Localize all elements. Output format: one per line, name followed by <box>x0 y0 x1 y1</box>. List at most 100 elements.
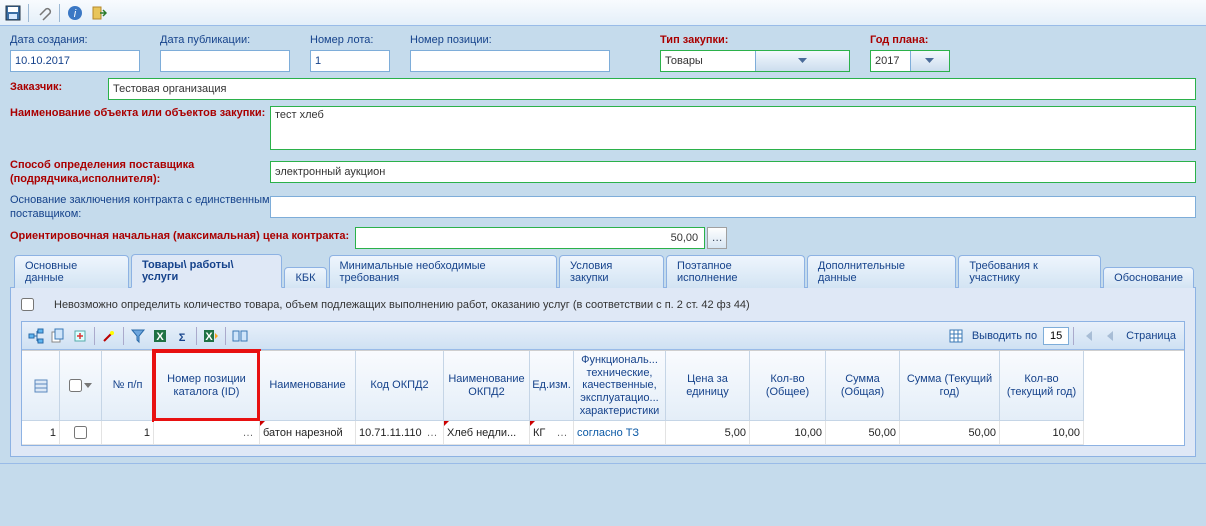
col-name[interactable]: Наименование <box>260 351 356 421</box>
pub-date-label: Дата публикации: <box>160 34 290 46</box>
form-panel: Дата создания: Дата публикации: Номер ло… <box>0 26 1206 464</box>
attach-icon[interactable] <box>35 4 53 22</box>
page-size-input[interactable] <box>1043 327 1069 345</box>
price-label: Ориентировочная начальная (максимальная)… <box>10 230 349 242</box>
col-checkbox[interactable] <box>60 351 102 421</box>
info-icon[interactable]: i <box>66 4 84 22</box>
select-all-checkbox[interactable] <box>69 379 82 392</box>
add-icon[interactable] <box>70 326 90 346</box>
cell-name[interactable]: батон нарезной <box>260 421 356 445</box>
year-select[interactable]: 2017 <box>870 50 950 72</box>
grid-separator <box>123 327 124 345</box>
supplier-method-label: Способ определения поставщика (подрядчик… <box>10 158 270 187</box>
impossible-qty-checkbox[interactable] <box>21 298 34 311</box>
col-unit-price[interactable]: Цена за единицу <box>666 351 750 421</box>
col-okpd2-code[interactable]: Код ОКПД2 <box>356 351 444 421</box>
tab-participant-reqs[interactable]: Требования к участнику <box>958 255 1101 288</box>
cell-qty-year[interactable]: 10,00 <box>1000 421 1084 445</box>
main-toolbar: i <box>0 0 1206 26</box>
row-checkbox-cell[interactable] <box>60 421 102 445</box>
col-catalog-id-label: Номер позиции каталога (ID) <box>157 373 256 398</box>
customer-input[interactable] <box>108 78 1196 100</box>
pos-no-input[interactable] <box>410 50 610 72</box>
toolbar-separator <box>59 4 60 22</box>
tab-additional-data[interactable]: Дополнительные данные <box>807 255 956 288</box>
cell-npp[interactable]: 1 <box>102 421 154 445</box>
cell-unit-value: КГ <box>533 427 545 439</box>
customer-label: Заказчик: <box>10 81 108 93</box>
cell-okpd2-code[interactable]: 10.71.11.110… <box>356 421 444 445</box>
lookup-button[interactable]: … <box>424 425 440 441</box>
chevron-down-icon[interactable] <box>755 51 850 71</box>
col-npp[interactable]: № п/п <box>102 351 154 421</box>
row-index: 1 <box>22 421 60 445</box>
excel-export-icon[interactable]: X <box>150 326 170 346</box>
tab-purchase-conditions[interactable]: Условия закупки <box>559 255 664 288</box>
grid-separator <box>196 327 197 345</box>
col-catalog-id[interactable]: Номер позиции каталога (ID) <box>154 351 260 421</box>
tab-content: Невозможно определить количество товара,… <box>10 287 1196 457</box>
col-sum-total[interactable]: Сумма (Общая) <box>826 351 900 421</box>
page-label: Страница <box>1126 330 1176 342</box>
grid-toolbar: X Σ X Выводить по Страница <box>22 322 1184 350</box>
tab-justification[interactable]: Обоснование <box>1103 267 1194 288</box>
cell-sum-year[interactable]: 50,00 <box>900 421 1000 445</box>
lookup-button[interactable]: … <box>554 425 570 441</box>
save-icon[interactable] <box>4 4 22 22</box>
price-lookup-button[interactable]: … <box>707 227 727 249</box>
grid-separator <box>1073 327 1074 345</box>
col-selector[interactable] <box>22 351 60 421</box>
price-input[interactable] <box>355 227 705 249</box>
prev-page-icon[interactable] <box>1100 326 1120 346</box>
grid-separator <box>94 327 95 345</box>
cell-qty-total[interactable]: 10,00 <box>750 421 826 445</box>
chevron-down-icon[interactable] <box>910 51 950 71</box>
tab-main-data[interactable]: Основные данные <box>14 255 129 288</box>
data-grid: № п/п Номер позиции каталога (ID) Наимен… <box>22 350 1184 445</box>
type-select[interactable]: Товары <box>660 50 850 72</box>
pub-date-input[interactable] <box>160 50 290 72</box>
col-okpd2-name[interactable]: Наименование ОКПД2 <box>444 351 530 421</box>
cell-catalog-id[interactable]: … <box>154 421 260 445</box>
col-unit[interactable]: Ед.изм. <box>530 351 574 421</box>
filter-icon[interactable] <box>128 326 148 346</box>
cell-sum-total[interactable]: 50,00 <box>826 421 900 445</box>
row-checkbox[interactable] <box>74 426 87 439</box>
col-sum-year[interactable]: Сумма (Текущий год) <box>900 351 1000 421</box>
exit-icon[interactable] <box>90 4 108 22</box>
wizard-icon[interactable] <box>99 326 119 346</box>
tab-staged-execution[interactable]: Поэтапное исполнение <box>666 255 805 288</box>
detail-icon[interactable] <box>230 326 250 346</box>
impossible-qty-label: Невозможно определить количество товара,… <box>54 299 750 311</box>
excel-import-icon[interactable]: X <box>201 326 221 346</box>
tab-min-requirements[interactable]: Минимальные необходимые требования <box>329 255 558 288</box>
col-func-char[interactable]: Функциональ... технические, качественные… <box>574 351 666 421</box>
toolbar-separator <box>28 4 29 22</box>
lookup-button[interactable]: … <box>240 425 256 441</box>
single-basis-input[interactable] <box>270 196 1196 218</box>
copy-icon[interactable] <box>48 326 68 346</box>
type-label: Тип закупки: <box>660 34 850 46</box>
tab-kbk[interactable]: КБК <box>284 267 326 288</box>
creation-date-input[interactable] <box>10 50 140 72</box>
cell-okpd2-name[interactable]: Хлеб недли... <box>444 421 530 445</box>
cell-func-char[interactable]: согласно ТЗ <box>574 421 666 445</box>
supplier-method-input[interactable] <box>270 161 1196 183</box>
object-name-label: Наименование объекта или объектов закупк… <box>10 106 270 120</box>
lot-no-input[interactable] <box>310 50 390 72</box>
object-name-input[interactable]: тест хлеб <box>270 106 1196 150</box>
col-qty-year[interactable]: Кол-во (текущий год) <box>1000 351 1084 421</box>
cell-unit[interactable]: КГ … <box>530 421 574 445</box>
svg-text:Σ: Σ <box>179 332 186 344</box>
col-qty-total[interactable]: Кол-во (Общее) <box>750 351 826 421</box>
grid-panel: X Σ X Выводить по Страница № п/п <box>21 321 1185 446</box>
cell-okpd2-code-value: 10.71.11.110 <box>359 427 422 439</box>
svg-text:X: X <box>205 331 213 343</box>
grid-settings-icon[interactable] <box>946 326 966 346</box>
hierarchy-icon[interactable] <box>26 326 46 346</box>
grid-separator <box>225 327 226 345</box>
first-page-icon[interactable] <box>1078 326 1098 346</box>
cell-unit-price[interactable]: 5,00 <box>666 421 750 445</box>
tab-goods-works-services[interactable]: Товары\ работы\ услуги <box>131 254 283 288</box>
sum-icon[interactable]: Σ <box>172 326 192 346</box>
